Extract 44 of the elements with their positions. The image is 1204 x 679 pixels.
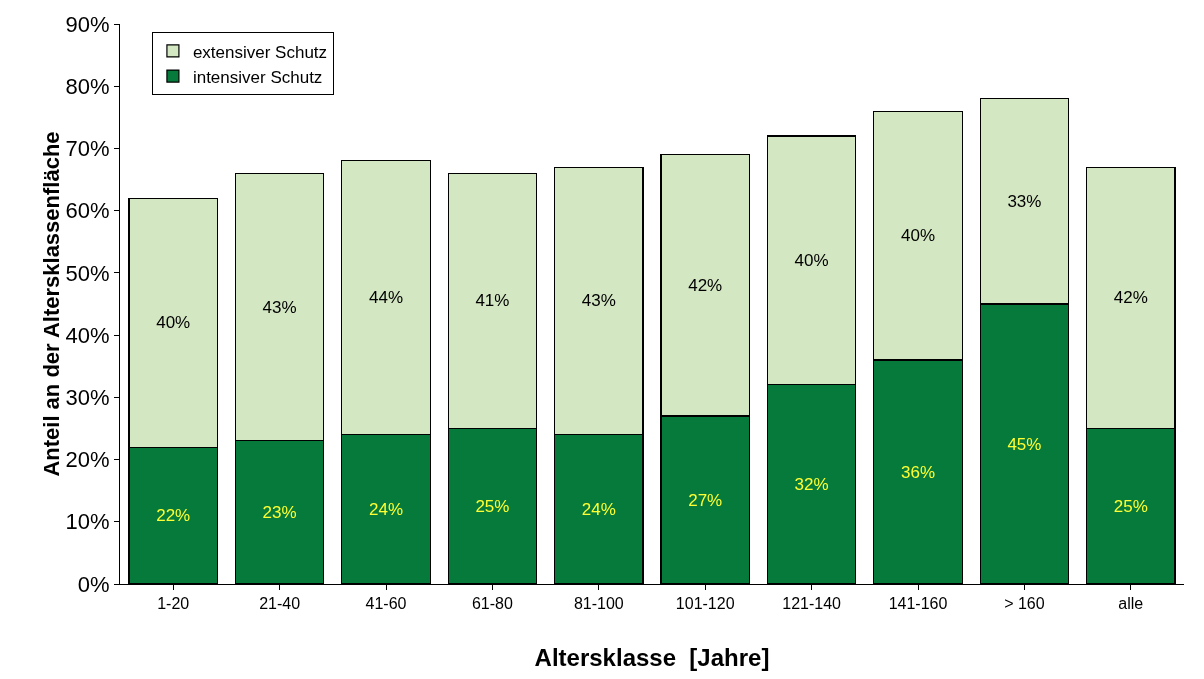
y-tick-label: 80% [65,73,110,99]
x-tick-label: 1-20 [157,595,190,613]
data-label: 25% [475,496,510,516]
x-tick-label: 41-60 [365,595,407,613]
x-tick-label: 81-100 [573,595,624,613]
data-label: 27% [688,490,723,510]
data-label: 33% [1007,191,1042,211]
data-label: 24% [581,499,616,519]
data-label: 43% [262,297,297,317]
y-tick-label: 0% [77,571,110,597]
x-tick-label: alle [1118,595,1144,613]
x-tick-label: 121-140 [782,595,842,613]
y-tick-label: 90% [65,11,110,37]
y-tick-label: 30% [65,385,110,411]
x-tick-label: 101-120 [675,595,735,613]
x-tick-label: > 160 [1004,595,1045,613]
legend-label: intensiver Schutz [192,67,323,87]
y-tick-label: 20% [65,447,110,473]
data-label: 45% [1007,434,1042,454]
data-label: 42% [688,275,723,295]
data-label: 41% [475,291,510,311]
y-tick-label: 40% [65,322,110,348]
data-label: 24% [368,499,404,519]
data-label: 32% [794,474,829,494]
y-tick-label: 60% [65,198,110,224]
legend-label: extensiver Schutz [192,42,328,62]
data-label: 40% [900,226,936,246]
data-label: 23% [262,502,297,522]
x-tick-label: 141-160 [888,595,948,613]
x-tick-label: 21-40 [259,595,301,613]
data-label: 36% [900,462,936,482]
x-axis-title: Altersklasse [Jahre] [534,644,770,671]
y-tick-label: 50% [65,260,110,286]
y-tick-label: 10% [65,509,110,535]
data-label: 42% [1113,288,1148,308]
data-label: 40% [794,250,829,270]
x-tick-label: 61-80 [471,595,513,613]
y-tick-label: 70% [65,136,110,162]
y-axis-title: Anteil an der Altersklassenfläche [38,131,64,477]
data-label: 40% [156,313,191,333]
data-label: 44% [368,288,404,308]
data-label: 22% [156,506,191,526]
data-label: 25% [1113,496,1148,516]
data-label: 43% [581,291,616,311]
